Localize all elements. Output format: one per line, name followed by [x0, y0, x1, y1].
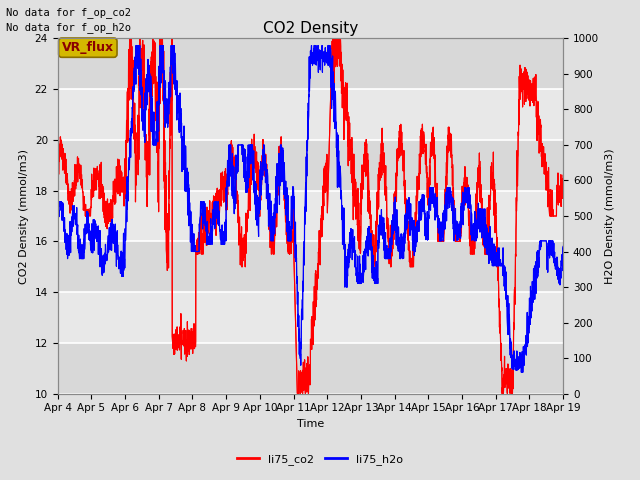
Bar: [58, 191, 563, 241]
Text: No data for f_op_co2: No data for f_op_co2: [6, 7, 131, 18]
Bar: [58, 89, 563, 140]
Text: No data for f_op_h2o: No data for f_op_h2o: [6, 22, 131, 33]
Legend: li75_co2, li75_h2o: li75_co2, li75_h2o: [232, 450, 408, 469]
Y-axis label: H2O Density (mmol/m3): H2O Density (mmol/m3): [605, 148, 614, 284]
Title: CO2 Density: CO2 Density: [263, 21, 358, 36]
Bar: [58, 38, 563, 89]
Text: VR_flux: VR_flux: [62, 41, 114, 54]
X-axis label: Time: Time: [297, 419, 324, 429]
Bar: [58, 343, 563, 394]
Bar: [58, 292, 563, 343]
Bar: [58, 140, 563, 191]
Y-axis label: CO2 Density (mmol/m3): CO2 Density (mmol/m3): [19, 148, 29, 284]
Bar: [58, 241, 563, 292]
